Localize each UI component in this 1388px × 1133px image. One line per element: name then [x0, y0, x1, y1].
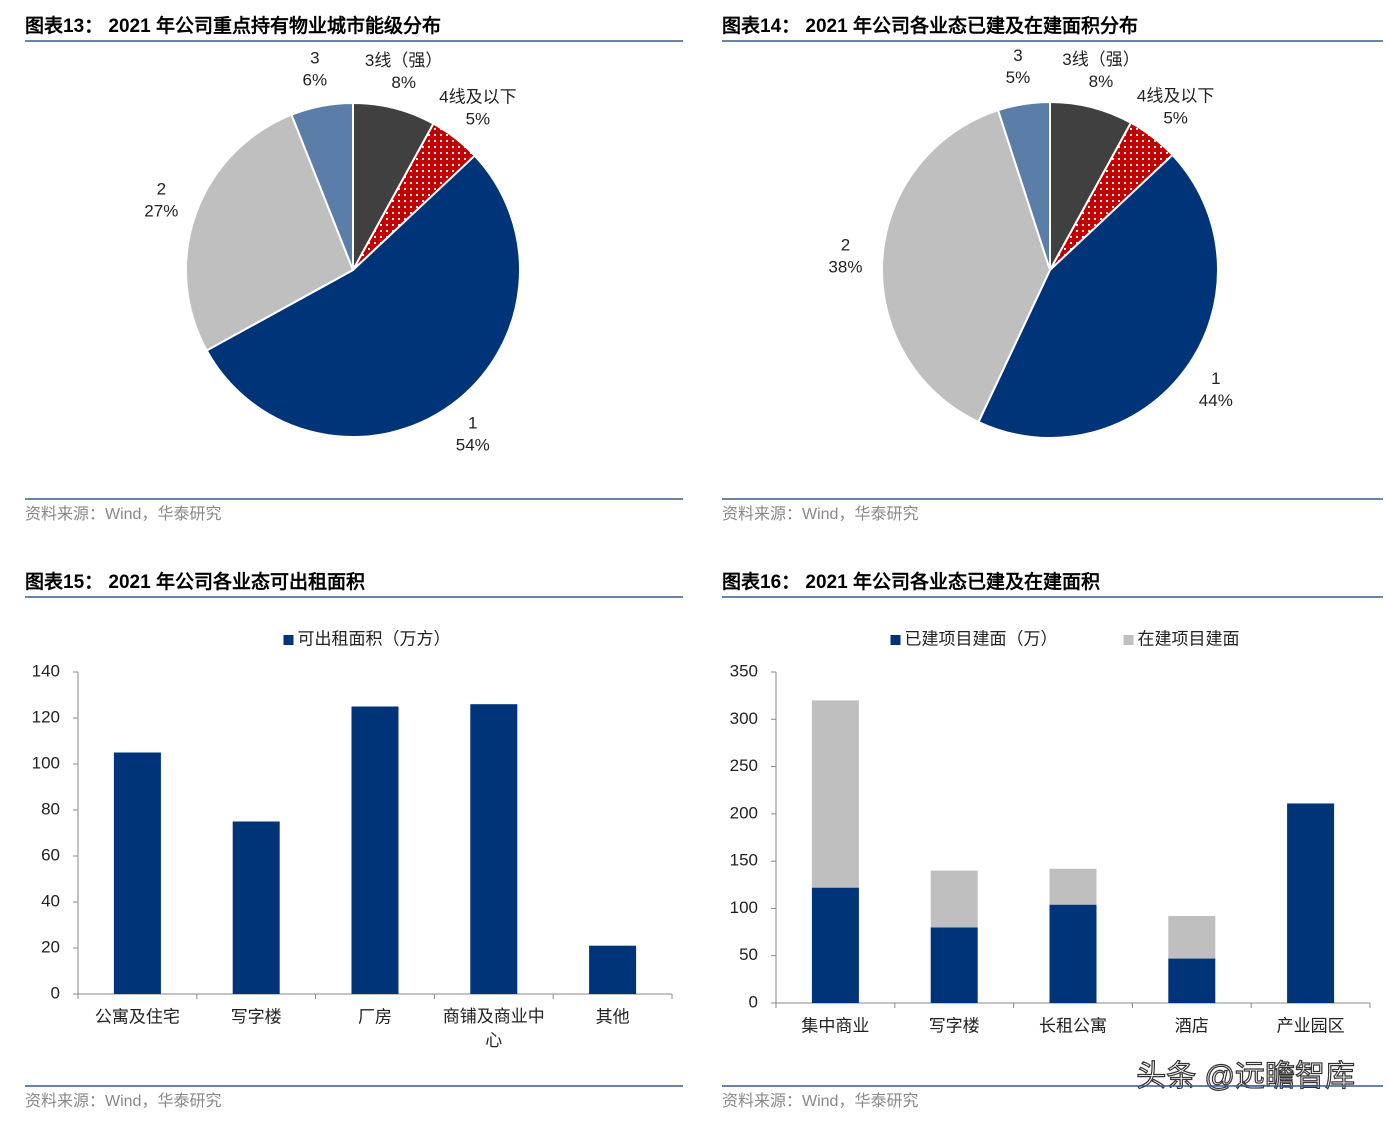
bar	[811, 700, 859, 888]
slice-value: 5%	[1163, 109, 1188, 128]
slice-name: 2	[841, 236, 850, 255]
slice-name: 3线（强）	[1062, 50, 1139, 69]
bar	[1168, 915, 1216, 959]
y-tick-label: 140	[32, 661, 60, 680]
bar	[589, 945, 637, 994]
slice-name: 4线及以下	[1137, 87, 1214, 106]
x-tick-label: 写字楼	[231, 1007, 282, 1026]
slice-value: 8%	[1089, 72, 1114, 91]
pie-slice	[977, 153, 1220, 440]
legend-swatch	[1123, 635, 1134, 645]
chart-title: 图表14： 2021 年公司各业态已建及在建面积分布	[722, 14, 1138, 37]
bar	[930, 870, 978, 928]
slice-value: 5%	[466, 109, 491, 128]
pie-slice	[205, 154, 521, 438]
chart-title: 图表16： 2021 年公司各业态已建及在建面积	[722, 570, 1100, 593]
bar	[1287, 803, 1335, 1003]
slice-name: 3	[1013, 46, 1022, 65]
x-tick-label: 厂房	[358, 1007, 392, 1026]
slice-value: 27%	[144, 201, 178, 220]
source: 资料来源：Wind，华泰研究	[722, 505, 918, 523]
bar	[232, 821, 280, 994]
bar	[1049, 868, 1097, 905]
slice-name: 2	[157, 179, 166, 198]
x-tick-label: 酒店	[1175, 1016, 1209, 1035]
source: 资料来源：Wind，华泰研究	[25, 1092, 221, 1110]
pie-slice	[881, 108, 1052, 424]
legend-swatch	[283, 635, 294, 645]
bar	[930, 927, 978, 1003]
slice-value: 5%	[1006, 68, 1031, 87]
bar	[351, 706, 399, 994]
y-tick-label: 40	[41, 891, 60, 910]
bar	[1168, 958, 1216, 1003]
source: 资料来源：Wind，华泰研究	[722, 1092, 918, 1110]
y-tick-label: 50	[739, 945, 758, 964]
legend-label: 可出租面积（万方）	[298, 629, 451, 648]
y-tick-label: 0	[51, 983, 60, 1002]
y-tick-label: 20	[41, 937, 60, 956]
watermark: 头条 @远瞻智库	[1136, 1060, 1355, 1093]
legend-label: 在建项目建面	[1138, 629, 1240, 648]
legend-label: 已建项目建面（万）	[905, 629, 1058, 648]
y-tick-label: 100	[32, 753, 60, 772]
slice-value: 6%	[303, 70, 328, 89]
y-tick-label: 60	[41, 845, 60, 864]
slice-name: 1	[468, 413, 477, 432]
y-tick-label: 80	[41, 799, 60, 818]
x-tick-label: 其他	[596, 1007, 630, 1026]
y-tick-label: 300	[730, 709, 758, 728]
pie-slice	[185, 113, 355, 352]
x-tick-label: 产业园区	[1277, 1016, 1345, 1035]
x-tick-label: 公寓及住宅	[95, 1007, 180, 1026]
y-tick-label: 0	[749, 992, 758, 1011]
bar	[470, 704, 518, 994]
slice-value: 8%	[391, 73, 416, 92]
bar	[1049, 904, 1097, 1003]
slice-name: 3	[310, 48, 319, 67]
pie-slice	[996, 100, 1051, 271]
chart-title: 图表13： 2021 年公司重点持有物业城市能级分布	[25, 14, 441, 37]
slice-value: 44%	[1199, 391, 1233, 410]
y-tick-label: 250	[730, 756, 758, 775]
source: 资料来源：Wind，华泰研究	[25, 505, 221, 523]
slice-name: 4线及以下	[439, 87, 516, 106]
slice-name: 1	[1211, 369, 1220, 388]
y-tick-label: 120	[32, 707, 60, 726]
y-tick-label: 200	[730, 803, 758, 822]
slice-value: 38%	[828, 258, 862, 277]
legend-swatch	[890, 635, 901, 645]
slice-name: 3线（强）	[365, 51, 442, 70]
bar	[811, 887, 859, 1003]
y-tick-label: 350	[730, 661, 758, 680]
pie-slice	[290, 101, 354, 271]
chart-title: 图表15： 2021 年公司各业态可出租面积	[25, 570, 365, 593]
y-tick-label: 100	[730, 898, 758, 917]
slice-value: 54%	[456, 435, 490, 454]
x-tick-label: 写字楼	[929, 1016, 980, 1035]
x-tick-label: 长租公寓	[1039, 1016, 1107, 1035]
y-tick-label: 150	[730, 851, 758, 870]
x-tick-label: 商铺及商业中心	[443, 1007, 545, 1050]
bar	[113, 752, 161, 994]
x-tick-label: 集中商业	[801, 1016, 869, 1035]
